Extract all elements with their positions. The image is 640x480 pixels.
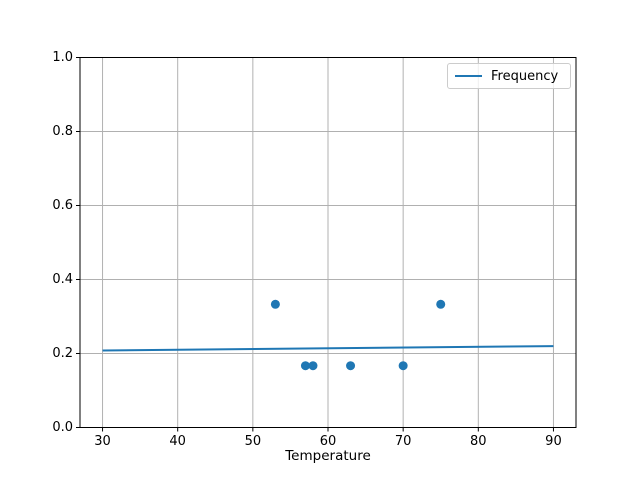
x-tick-label: 60 [319, 434, 337, 449]
data-point [346, 361, 356, 371]
x-tick-label: 80 [470, 434, 487, 449]
frequency-trend-line [102, 345, 554, 352]
y-tick-label: 1.0 [52, 50, 73, 65]
x-axis-label: Temperature [285, 448, 371, 464]
legend: Frequency [447, 63, 571, 89]
x-tick-label: 90 [545, 434, 562, 449]
x-tick-label: 50 [244, 434, 262, 449]
y-tick-label: 0.0 [52, 420, 73, 435]
x-tick-label: 40 [169, 434, 186, 449]
legend-entry-label: Frequency [491, 68, 559, 84]
y-tick-label: 0.4 [52, 272, 73, 287]
data-point [436, 299, 446, 309]
y-tick-label: 0.2 [52, 346, 73, 361]
x-tick-label: 30 [94, 434, 111, 449]
x-tick-label: 70 [394, 434, 412, 449]
legend-line-sample [455, 75, 482, 77]
data-point [308, 361, 318, 371]
y-tick-label: 0.6 [52, 198, 73, 213]
y-tick-label: 0.8 [52, 124, 73, 139]
data-point [300, 361, 310, 371]
data-point [270, 299, 280, 309]
data-point [398, 361, 408, 371]
